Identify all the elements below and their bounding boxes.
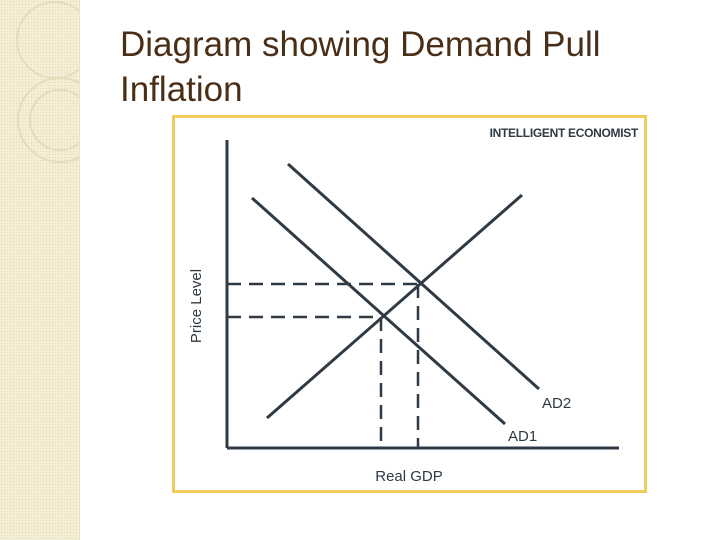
diagram-frame: INTELLIGENT ECONOMIST AD2 AD1 Real GDP P… [172,115,647,493]
brand-logo: INTELLIGENT ECONOMIST [489,126,639,140]
x-axis-label: Real GDP [375,468,443,485]
slide-title-line-2: Inflation [120,70,243,109]
ad2-curve [286,162,541,391]
slide-title: Diagram showing Demand Pull Inflation [120,22,700,112]
ad2-label: AD2 [542,395,571,412]
demand-pull-diagram: AD2 AD1 Real GDP Price Level [188,140,619,485]
decorative-circles-icon [16,1,79,163]
y-axis-label: Price Level [188,269,205,343]
decorative-side-strip [0,0,80,540]
slide-title-line-1: Diagram showing Demand Pull [120,25,601,64]
ad1-label: AD1 [508,428,537,445]
supply-curve [266,193,523,420]
ad1-curve [251,196,506,426]
